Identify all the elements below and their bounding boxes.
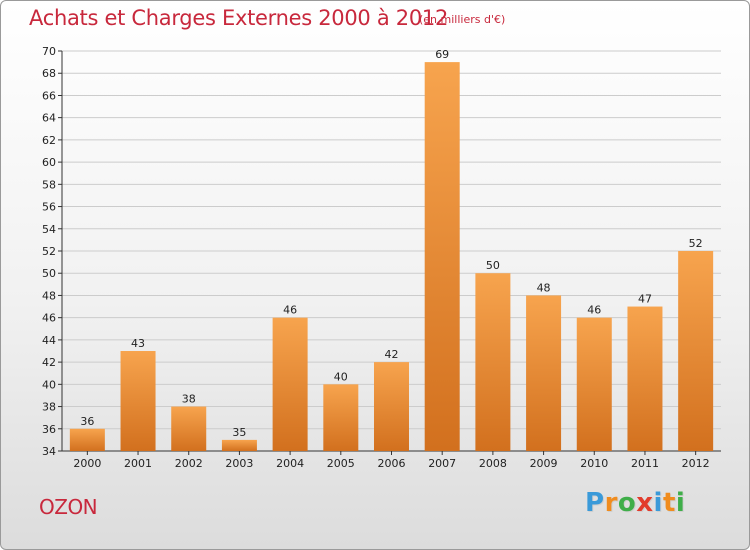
x-tick-label: 2001 xyxy=(124,457,152,470)
x-tick-label: 2012 xyxy=(682,457,710,470)
y-tick-label: 50 xyxy=(42,267,56,280)
bar xyxy=(424,62,460,451)
chart-subtitle: (en milliers d'€) xyxy=(419,13,506,26)
bar xyxy=(627,306,663,451)
x-tick-label: 2003 xyxy=(225,457,253,470)
data-label: 50 xyxy=(486,259,500,272)
data-label: 46 xyxy=(587,304,601,317)
logo-letter: t xyxy=(662,488,676,518)
bar xyxy=(120,351,156,451)
bar xyxy=(69,428,105,451)
bar xyxy=(576,317,612,451)
bar xyxy=(475,273,511,451)
y-tick-label: 36 xyxy=(42,423,56,436)
chart-title: Achats et Charges Externes 2000 à 2012 xyxy=(29,6,449,30)
city-name: OZON xyxy=(39,495,98,519)
y-tick-label: 48 xyxy=(42,289,56,302)
bar xyxy=(678,251,714,451)
data-label: 43 xyxy=(131,337,145,350)
y-tick-label: 70 xyxy=(42,45,56,58)
data-label: 52 xyxy=(689,237,703,250)
y-tick-label: 42 xyxy=(42,356,56,369)
data-label: 47 xyxy=(638,293,652,306)
y-tick-label: 68 xyxy=(42,67,56,80)
bar xyxy=(221,439,257,451)
y-tick-label: 66 xyxy=(42,89,56,102)
y-tick-label: 46 xyxy=(42,312,56,325)
logo-letter: r xyxy=(604,488,618,518)
data-label: 35 xyxy=(232,426,246,439)
y-tick-label: 40 xyxy=(42,378,56,391)
y-tick-label: 64 xyxy=(42,112,56,125)
y-tick-label: 58 xyxy=(42,178,56,191)
y-tick-label: 60 xyxy=(42,156,56,169)
logo-letter: x xyxy=(636,488,654,518)
x-tick-label: 2004 xyxy=(276,457,304,470)
x-tick-label: 2010 xyxy=(580,457,608,470)
x-tick-label: 2006 xyxy=(378,457,406,470)
logo-letter: i xyxy=(653,488,663,518)
x-tick-label: 2000 xyxy=(73,457,101,470)
logo-letter: P xyxy=(585,488,605,518)
proxiti-logo: Proxiti xyxy=(585,488,685,518)
x-tick-label: 2008 xyxy=(479,457,507,470)
x-tick-label: 2009 xyxy=(530,457,558,470)
y-tick-label: 54 xyxy=(42,223,56,236)
data-label: 40 xyxy=(334,370,348,383)
x-tick-label: 2011 xyxy=(631,457,659,470)
bar xyxy=(526,295,562,451)
y-tick-label: 38 xyxy=(42,401,56,414)
data-label: 69 xyxy=(435,48,449,61)
data-label: 42 xyxy=(385,348,399,361)
bar xyxy=(323,384,359,451)
bar xyxy=(272,317,308,451)
logo-letter: o xyxy=(617,488,637,518)
x-tick-label: 2005 xyxy=(327,457,355,470)
y-tick-label: 56 xyxy=(42,201,56,214)
y-tick-label: 44 xyxy=(42,334,56,347)
data-label: 38 xyxy=(182,393,196,406)
logo-letter: i xyxy=(675,488,686,518)
x-tick-label: 2002 xyxy=(175,457,203,470)
y-tick-label: 34 xyxy=(42,445,56,458)
data-label: 46 xyxy=(283,304,297,317)
bar xyxy=(171,406,207,451)
y-tick-label: 62 xyxy=(42,134,56,147)
data-label: 36 xyxy=(80,415,94,428)
bar xyxy=(374,362,409,451)
y-tick-label: 52 xyxy=(42,245,56,258)
data-label: 48 xyxy=(537,281,551,294)
x-tick-label: 2007 xyxy=(428,457,456,470)
